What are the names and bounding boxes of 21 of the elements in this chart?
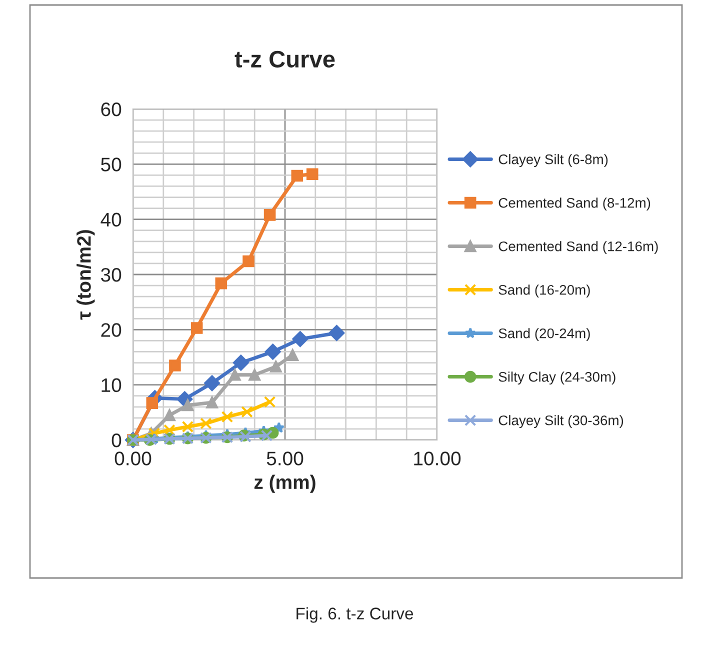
y-axis-title: τ (ton/m2) (76, 230, 95, 320)
legend-label: Silty Clay (24-30m) (498, 372, 616, 385)
legend-label: Cemented Sand (12-16m) (498, 241, 658, 254)
legend-label: Sand (16-20m) (498, 284, 590, 298)
y-tick-label: 20 (101, 323, 122, 337)
y-tick-label: 40 (100, 212, 122, 227)
chart-title: t-z Curve (234, 50, 335, 68)
x-axis-title: z (mm) (254, 474, 316, 493)
caption: Fig. 6. t-z Curve (296, 607, 414, 623)
x-tick-label: 10.00 (414, 452, 461, 466)
x-tick-label: 5.00 (266, 452, 304, 466)
legend-label: Sand (20-24m) (498, 328, 590, 342)
y-tick-label: 0 (112, 433, 122, 448)
y-tick-label: 10 (102, 378, 122, 392)
legend-label: Clayey Silt (6-8m) (498, 154, 608, 168)
y-tick-label: 60 (101, 102, 122, 116)
legend-label: Clayey Silt (30-36m) (498, 415, 624, 428)
y-tick-label: 50 (101, 158, 122, 172)
legend-label: Cemented Sand (8-12m) (498, 198, 650, 211)
y-tick-label: 30 (101, 268, 122, 282)
x-tick-label: 0.00 (114, 452, 152, 466)
